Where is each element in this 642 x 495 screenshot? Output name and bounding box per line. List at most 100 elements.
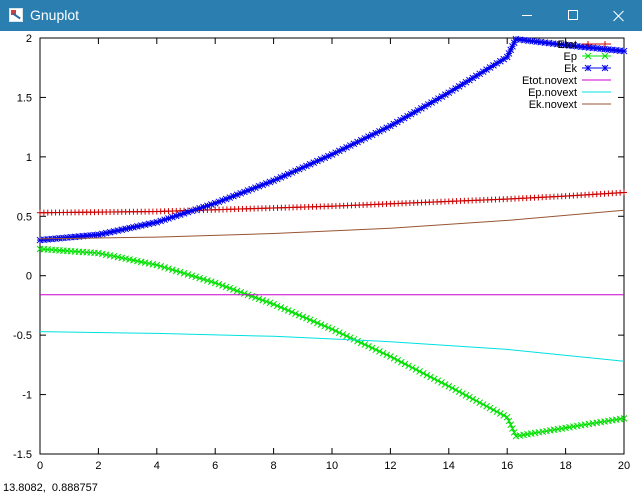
data-point [390,355,398,362]
close-button[interactable] [596,0,642,31]
data-point [259,296,267,304]
data-point [204,202,211,210]
data-point [469,395,477,403]
data-point [277,304,285,311]
cursor-coordinates: 13.8082, 0.888757 [3,482,98,494]
data-point [153,218,161,226]
legend-label: Etot.novext [522,75,577,87]
data-point [157,262,165,270]
title-bar[interactable]: Gnuplot [0,0,642,31]
data-point [496,410,504,417]
data-point [192,273,200,281]
data-point [430,375,438,383]
data-point [509,425,516,432]
data-point [172,212,180,220]
data-point [255,295,263,303]
y-tick-label: -1.5 [13,449,32,461]
data-point [332,327,340,335]
data-point [192,206,200,213]
data-point [226,284,234,292]
data-point [397,358,405,366]
data-point [379,349,387,357]
data-point [339,330,347,338]
legend-label: Ek.novext [529,99,577,111]
status-bar: 13.8082, 0.888757 [0,481,642,495]
data-point [222,195,230,203]
data-point [110,228,118,235]
chart-svg[interactable]: 0 2 4 6 8 10 12 14 16 18 20 2 1.5 1 0.5 0 -0.5 -1 -1.5 Eto… [0,31,642,481]
plot-canvas[interactable]: 0 2 4 6 8 10 12 14 16 18 20 2 1.5 1 0.5 0 -0.5 -1 -1.5 Eto… [0,31,642,481]
maximize-icon [568,10,578,20]
gnuplot-icon [9,8,23,22]
data-point [310,318,318,325]
data-point [114,253,122,261]
x-tick-label: 14 [443,460,455,472]
data-point [237,189,245,197]
data-point [233,191,241,199]
legend-marker [584,52,592,60]
data-point [102,251,110,259]
data-point [141,221,149,229]
data-point [251,184,259,192]
data-point [251,294,259,301]
data-point [503,413,511,421]
data-point [165,215,172,222]
data-point [200,203,207,211]
data-point [215,280,223,288]
data-point [361,341,369,348]
data-point [255,182,263,190]
data-point [459,390,466,397]
data-point [95,249,102,257]
legend-label: Etot [557,39,577,51]
data-point [452,386,460,394]
y-tick-label: 1 [26,152,32,164]
data-point [102,229,110,237]
data-point [226,194,234,201]
x-tick-label: 4 [154,460,160,472]
minimize-button[interactable] [504,0,550,31]
maximize-button[interactable] [550,0,596,31]
data-point [273,302,281,310]
data-point [200,275,207,283]
data-point [368,344,376,352]
data-point [441,381,449,388]
data-point [122,225,130,233]
data-point [314,319,321,327]
data-point [448,384,456,392]
data-point [500,411,508,419]
data-point [434,377,442,385]
data-point [169,266,176,274]
data-point [350,336,358,343]
legend-marker [584,64,592,72]
y-tick-label: -1 [22,390,32,402]
data-point [126,224,133,232]
data-point [466,393,473,401]
data-point [98,230,106,238]
data-point [219,197,226,204]
data-point [137,222,145,229]
data-point [122,255,130,263]
data-point [438,379,445,386]
data-point [445,382,453,390]
minimize-icon [522,15,532,16]
data-point [387,353,394,360]
x-tick-label: 12 [384,460,396,472]
data-point [130,256,137,264]
x-tick-label: 0 [37,460,43,472]
data-point [215,198,223,206]
data-point [394,356,402,364]
data-point [620,47,628,55]
data-point [230,192,237,200]
data-point [172,267,180,275]
data-point [343,332,350,340]
data-point [110,252,118,260]
data-point [408,364,416,372]
data-point [295,311,303,319]
data-point [207,201,215,208]
close-icon [613,10,625,22]
y-tick-label: 1.5 [17,92,32,104]
data-point [620,414,628,422]
data-point [270,300,277,308]
data-point [211,279,219,287]
data-point [284,307,292,314]
